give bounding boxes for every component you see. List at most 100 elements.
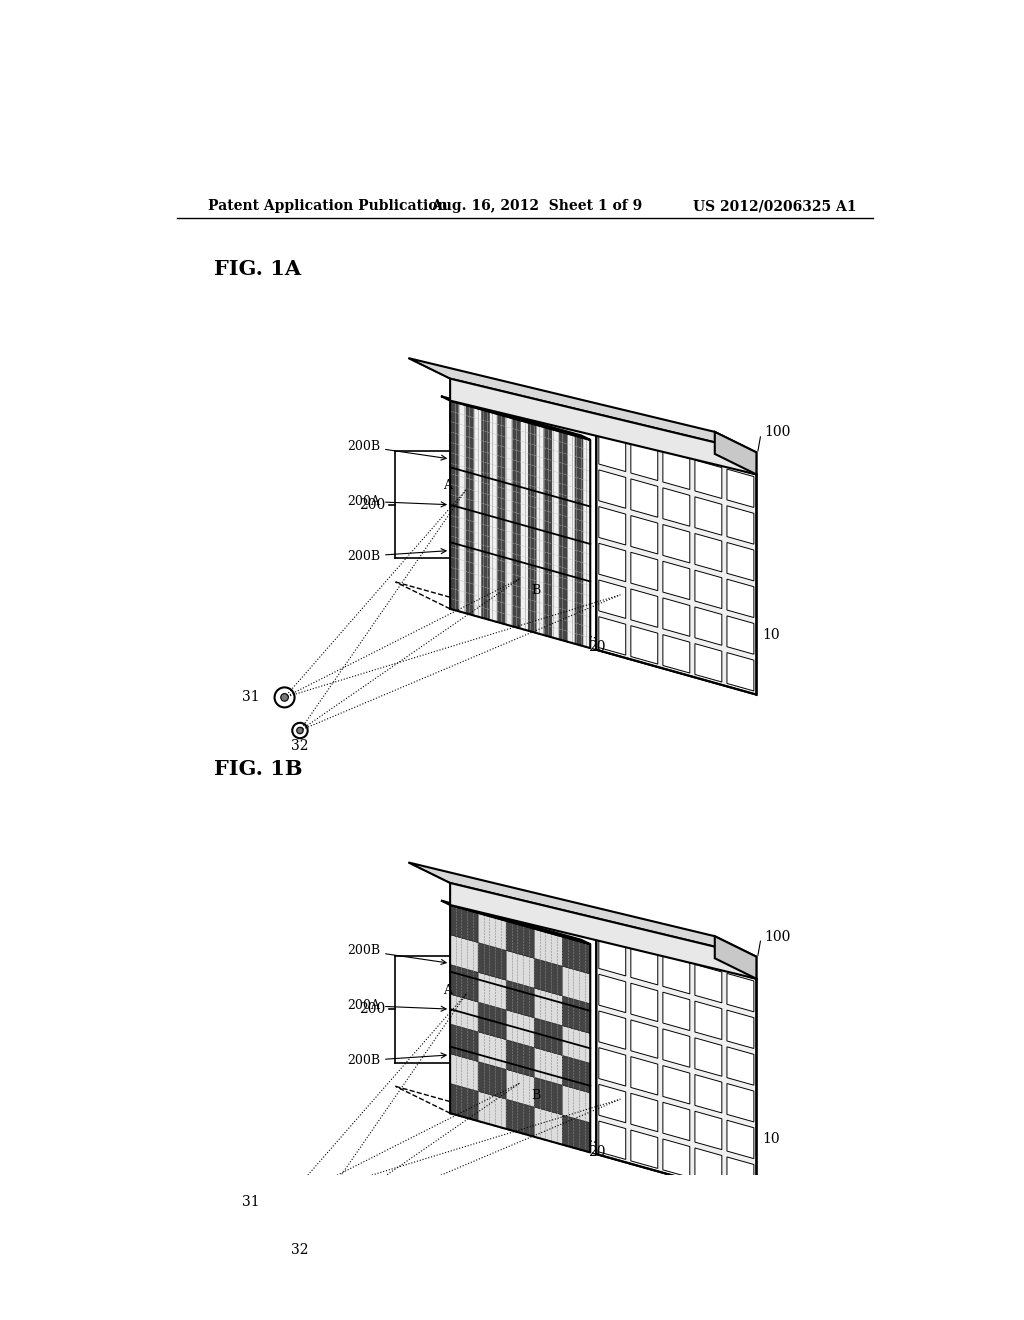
Polygon shape bbox=[695, 1001, 722, 1040]
Polygon shape bbox=[695, 533, 722, 572]
Polygon shape bbox=[599, 470, 626, 508]
Polygon shape bbox=[562, 1026, 590, 1063]
Polygon shape bbox=[663, 635, 690, 673]
Polygon shape bbox=[478, 1032, 506, 1069]
Polygon shape bbox=[695, 1038, 722, 1076]
Polygon shape bbox=[506, 1069, 535, 1107]
Text: 200: 200 bbox=[359, 498, 385, 512]
Polygon shape bbox=[631, 983, 657, 1022]
Polygon shape bbox=[562, 1115, 590, 1152]
Polygon shape bbox=[562, 936, 590, 974]
Polygon shape bbox=[727, 579, 754, 618]
Polygon shape bbox=[663, 1065, 690, 1104]
Polygon shape bbox=[478, 942, 506, 981]
Polygon shape bbox=[451, 379, 757, 474]
Polygon shape bbox=[695, 1111, 722, 1150]
Polygon shape bbox=[512, 418, 521, 628]
Polygon shape bbox=[663, 598, 690, 636]
Polygon shape bbox=[663, 956, 690, 994]
Text: 31: 31 bbox=[242, 1195, 259, 1209]
Polygon shape bbox=[695, 570, 722, 609]
Polygon shape bbox=[738, 970, 757, 1199]
Polygon shape bbox=[631, 1020, 657, 1059]
Text: Aug. 16, 2012  Sheet 1 of 9: Aug. 16, 2012 Sheet 1 of 9 bbox=[431, 199, 642, 213]
Polygon shape bbox=[599, 1084, 626, 1123]
Text: 31: 31 bbox=[242, 690, 259, 705]
Polygon shape bbox=[506, 1100, 535, 1137]
Polygon shape bbox=[663, 1139, 690, 1177]
Polygon shape bbox=[596, 935, 757, 1199]
Polygon shape bbox=[506, 950, 535, 989]
Text: 200A: 200A bbox=[347, 495, 446, 508]
Polygon shape bbox=[663, 488, 690, 527]
Polygon shape bbox=[535, 1107, 562, 1144]
Polygon shape bbox=[715, 936, 757, 978]
Text: 10: 10 bbox=[763, 1133, 780, 1146]
Text: 32: 32 bbox=[291, 1243, 308, 1257]
Polygon shape bbox=[727, 973, 754, 1012]
Polygon shape bbox=[559, 432, 567, 642]
Polygon shape bbox=[481, 409, 489, 620]
Polygon shape bbox=[451, 1024, 478, 1061]
Text: 10: 10 bbox=[763, 627, 780, 642]
Polygon shape bbox=[715, 432, 757, 474]
Text: US 2012/0206325 A1: US 2012/0206325 A1 bbox=[692, 199, 856, 213]
Polygon shape bbox=[574, 436, 584, 645]
Text: A: A bbox=[443, 983, 453, 997]
Polygon shape bbox=[535, 1077, 562, 1115]
Polygon shape bbox=[562, 966, 590, 1003]
Polygon shape bbox=[451, 994, 478, 1032]
Polygon shape bbox=[478, 1002, 506, 1040]
Polygon shape bbox=[631, 1093, 657, 1131]
Polygon shape bbox=[544, 426, 552, 638]
Polygon shape bbox=[451, 906, 478, 942]
Text: 32: 32 bbox=[291, 739, 308, 752]
Polygon shape bbox=[727, 1121, 754, 1159]
Polygon shape bbox=[631, 946, 657, 985]
Polygon shape bbox=[562, 1085, 590, 1123]
Polygon shape bbox=[663, 1102, 690, 1140]
Polygon shape bbox=[599, 544, 626, 582]
Polygon shape bbox=[663, 1028, 690, 1068]
Text: 200B: 200B bbox=[347, 549, 446, 562]
Polygon shape bbox=[528, 422, 537, 634]
Polygon shape bbox=[631, 1130, 657, 1168]
Polygon shape bbox=[695, 965, 722, 1003]
Polygon shape bbox=[663, 524, 690, 562]
Polygon shape bbox=[727, 1047, 754, 1085]
Polygon shape bbox=[478, 973, 506, 1010]
Polygon shape bbox=[506, 981, 535, 1018]
Text: B: B bbox=[531, 1089, 541, 1102]
Polygon shape bbox=[562, 995, 590, 1034]
Polygon shape bbox=[478, 1061, 506, 1100]
Polygon shape bbox=[535, 989, 562, 1026]
Polygon shape bbox=[599, 433, 626, 471]
Polygon shape bbox=[695, 1074, 722, 1113]
Text: 200B: 200B bbox=[347, 944, 446, 965]
Polygon shape bbox=[727, 652, 754, 690]
Polygon shape bbox=[727, 616, 754, 655]
Polygon shape bbox=[535, 1018, 562, 1056]
Polygon shape bbox=[631, 626, 657, 664]
Text: A: A bbox=[443, 479, 453, 492]
Polygon shape bbox=[631, 1056, 657, 1096]
Text: 20: 20 bbox=[588, 640, 606, 655]
Polygon shape bbox=[727, 543, 754, 581]
Polygon shape bbox=[451, 1053, 478, 1092]
Polygon shape bbox=[466, 405, 474, 615]
Polygon shape bbox=[695, 644, 722, 682]
Polygon shape bbox=[451, 401, 459, 611]
Text: FIG. 1A: FIG. 1A bbox=[214, 259, 301, 279]
Text: Patent Application Publication: Patent Application Publication bbox=[208, 199, 447, 213]
Polygon shape bbox=[695, 1148, 722, 1187]
Polygon shape bbox=[478, 913, 506, 950]
Polygon shape bbox=[451, 883, 757, 978]
Text: B: B bbox=[531, 585, 541, 597]
Text: 200A: 200A bbox=[347, 999, 446, 1012]
Polygon shape bbox=[451, 935, 478, 973]
Polygon shape bbox=[631, 479, 657, 517]
Text: 200B: 200B bbox=[347, 440, 446, 461]
Polygon shape bbox=[663, 993, 690, 1031]
Polygon shape bbox=[409, 862, 757, 957]
Polygon shape bbox=[738, 466, 757, 694]
